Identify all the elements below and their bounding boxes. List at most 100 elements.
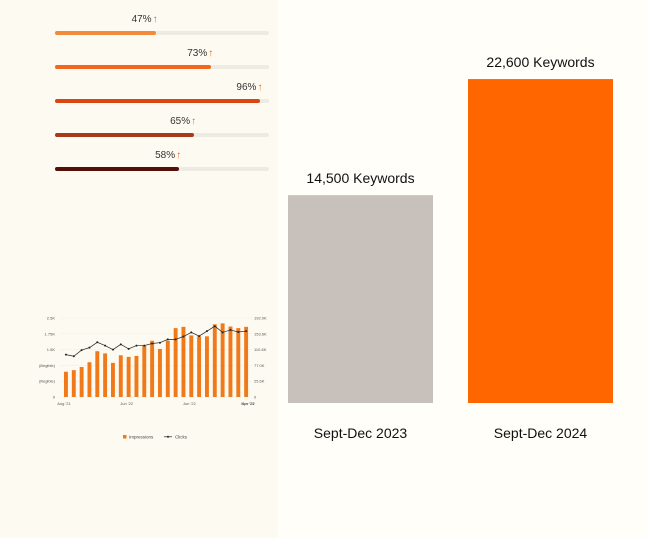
progress-fill: [55, 65, 212, 69]
keywords-comparison-chart: 14,500 Keywords Sept-Dec 2023 22,600 Keywo…: [288, 54, 613, 441]
progress-row: 58%↑: [55, 150, 269, 174]
y-right-tick: 153.6K: [254, 331, 267, 336]
impressions-bar: [103, 353, 108, 397]
progress-fill: [55, 133, 195, 137]
y-left-tick: 2.5K: [47, 316, 56, 321]
y-left-tick: 1.5K: [47, 347, 56, 352]
clicks-point: [88, 346, 91, 349]
impressions-bar: [236, 328, 241, 397]
arrow-up-icon: ↑: [191, 116, 197, 127]
impressions-bar: [79, 366, 84, 397]
impressions-bar: [118, 355, 123, 397]
progress-fill: [55, 167, 180, 171]
impressions-bar: [111, 362, 115, 397]
clicks-point: [198, 335, 201, 338]
clicks-point: [151, 342, 154, 345]
clicks-point: [190, 331, 193, 334]
arrow-up-icon: ↑: [208, 48, 214, 59]
progress-fill: [55, 31, 156, 35]
clicks-line: [65, 325, 247, 357]
impressions-bar: [71, 370, 76, 397]
progress-percent: 96%: [236, 82, 257, 93]
impressions-bar: [64, 371, 68, 397]
left-panel: 47%↑ 73%↑ 96%↑ 65%↑ 58%↑ 0 (illegible) (illegi…: [0, 0, 278, 538]
progress-percent: 47%: [131, 14, 152, 25]
arrow-up-icon: ↑: [176, 150, 182, 161]
progress-label: 96%↑: [236, 82, 262, 93]
impressions-bar: [189, 335, 194, 397]
clicks-point: [205, 330, 208, 333]
impressions-bar: [173, 328, 178, 397]
progress-row: 96%↑: [55, 82, 269, 106]
bar-data-label: 22,600 Keywords: [486, 54, 594, 70]
bar-category-label: Sept-Dec 2024: [494, 425, 588, 441]
legend-label: Impressions: [129, 435, 154, 440]
impressions-bar: [165, 340, 170, 397]
clicks-point: [96, 341, 99, 344]
x-tick: Apr '23: [242, 401, 255, 406]
impressions-bar: [158, 348, 162, 397]
progress-percent: 58%: [155, 150, 176, 161]
clicks-point: [213, 325, 216, 328]
impressions-bar: [244, 326, 249, 397]
progress-row: 73%↑: [55, 48, 269, 72]
progress-label: 73%↑: [187, 48, 213, 59]
progress-track: [55, 65, 269, 69]
clicks-point: [80, 349, 83, 352]
progress-row: 65%↑: [55, 116, 269, 140]
legend-label: Clicks: [175, 435, 188, 440]
clicks-point: [135, 344, 138, 347]
y-right-tick: 0: [254, 395, 257, 400]
clicks-point: [245, 330, 248, 333]
y-right-tick: 77.0K: [254, 363, 265, 368]
x-tick: Aug '21: [57, 401, 71, 406]
progress-fill: [55, 99, 261, 103]
y-right-tick: 110.6K: [254, 347, 267, 352]
impressions-bar: [220, 323, 225, 397]
impressions-bar: [134, 355, 139, 397]
impressions-bar: [126, 356, 131, 397]
clicks-point: [221, 331, 224, 334]
impressions-bar: [197, 336, 202, 397]
y-right-tick: 25.6K: [254, 379, 265, 384]
arrow-up-icon: ↑: [257, 82, 263, 93]
progress-percent: 65%: [170, 116, 191, 127]
clicks-point: [143, 344, 146, 347]
impressions-bar: [212, 324, 217, 397]
y-left-tick: (illegible): [39, 379, 56, 384]
clicks-point: [182, 335, 185, 338]
progress-track: [55, 99, 269, 103]
x-tick: Nov '22: [241, 401, 255, 406]
clicks-point: [229, 328, 232, 331]
clicks-point: [174, 338, 177, 341]
impressions-clicks-chart: 0 (illegible) (illegible) 1.5K 1.75K 2.5K 0 25.…: [39, 316, 267, 440]
clicks-point: [166, 338, 169, 341]
progress-track: [55, 133, 269, 137]
bar-category-label: Sept-Dec 2023: [314, 425, 408, 441]
impressions-bar: [150, 340, 155, 397]
progress-track: [55, 31, 269, 35]
progress-label: 65%↑: [170, 116, 196, 127]
legend-marker-clicks: [167, 435, 169, 438]
impressions-bar: [228, 326, 233, 397]
clicks-point: [111, 348, 114, 351]
clicks-point: [119, 343, 122, 346]
arrow-up-icon: ↑: [152, 14, 158, 25]
impressions-bar: [87, 362, 92, 397]
y-left-tick: 0: [53, 395, 56, 400]
clicks-point: [158, 341, 161, 344]
x-tick: Jun '22: [120, 401, 134, 406]
clicks-point: [64, 353, 67, 356]
progress-row: 47%↑: [55, 14, 269, 38]
progress-track: [55, 167, 269, 171]
progress-label: 58%↑: [155, 150, 181, 161]
progress-label: 47%↑: [132, 14, 158, 25]
impressions-bar: [142, 345, 147, 397]
bar-data-label: 14,500 Keywords: [306, 170, 414, 186]
y-left-tick: (illegible): [39, 363, 56, 368]
impressions-bar: [205, 336, 209, 397]
clicks-point: [127, 347, 130, 350]
keyword-bar: [288, 195, 433, 403]
impressions-bar: [95, 351, 100, 397]
y-left-tick: 1.75K: [45, 331, 56, 336]
